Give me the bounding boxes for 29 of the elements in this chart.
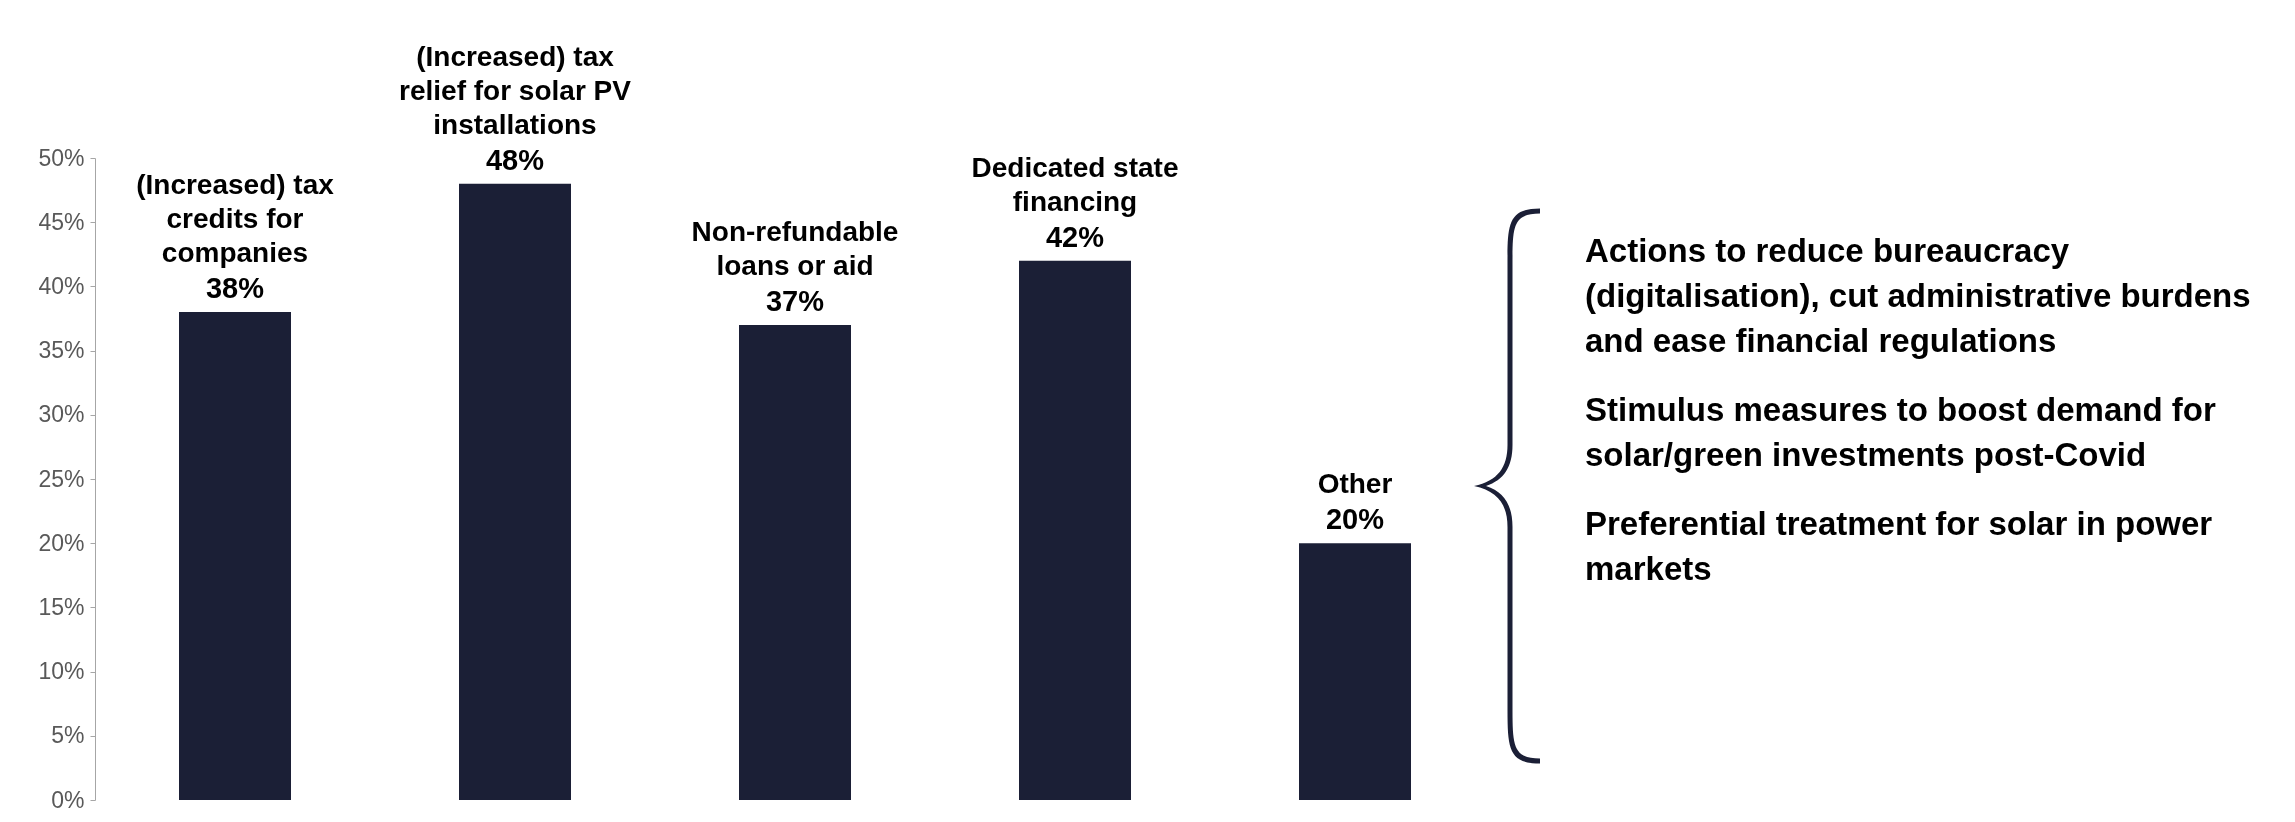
data-label: 48% bbox=[485, 143, 545, 176]
bar bbox=[1019, 260, 1131, 800]
bar bbox=[179, 312, 291, 800]
data-label: 20% bbox=[1325, 503, 1385, 536]
y-tick-label: 40% bbox=[38, 272, 85, 299]
y-tick-label: 5% bbox=[51, 722, 85, 749]
y-tick-label: 15% bbox=[38, 593, 85, 620]
x-tick-label: Dedicated state financing bbox=[971, 151, 1179, 217]
y-tick-label: 25% bbox=[38, 465, 85, 492]
x-tick-label: Other bbox=[1317, 468, 1393, 500]
bar bbox=[1299, 543, 1411, 800]
text: Actions to reduce bureaucracy (digitalisation), cut administrative burdens and ease financial regulations bbox=[1585, 231, 2252, 361]
x-tick-label: (Increased) tax relief for solar PV installations bbox=[399, 40, 632, 140]
text: Stimulus measures to boost demand for solar/green investments post-Covid bbox=[1585, 390, 2217, 475]
y-tick-label: 35% bbox=[38, 337, 85, 364]
x-tick-label: Non-refundable loans or aid bbox=[691, 215, 899, 281]
x-tick-label: (Increased) tax credits for companies bbox=[136, 169, 335, 269]
y-tick-label: 0% bbox=[51, 786, 85, 813]
data-label: 42% bbox=[1045, 220, 1105, 253]
y-tick-label: 30% bbox=[38, 401, 85, 428]
bar bbox=[459, 183, 571, 800]
text: Preferential treatment for solar in power markets bbox=[1585, 504, 2214, 589]
y-tick-label: 20% bbox=[38, 529, 85, 556]
data-label: 37% bbox=[765, 284, 825, 317]
y-tick-label: 50% bbox=[38, 144, 85, 171]
bar bbox=[739, 324, 851, 800]
y-tick-label: 45% bbox=[38, 208, 85, 235]
y-tick-label: 10% bbox=[38, 658, 85, 685]
data-label: 38% bbox=[205, 272, 265, 305]
